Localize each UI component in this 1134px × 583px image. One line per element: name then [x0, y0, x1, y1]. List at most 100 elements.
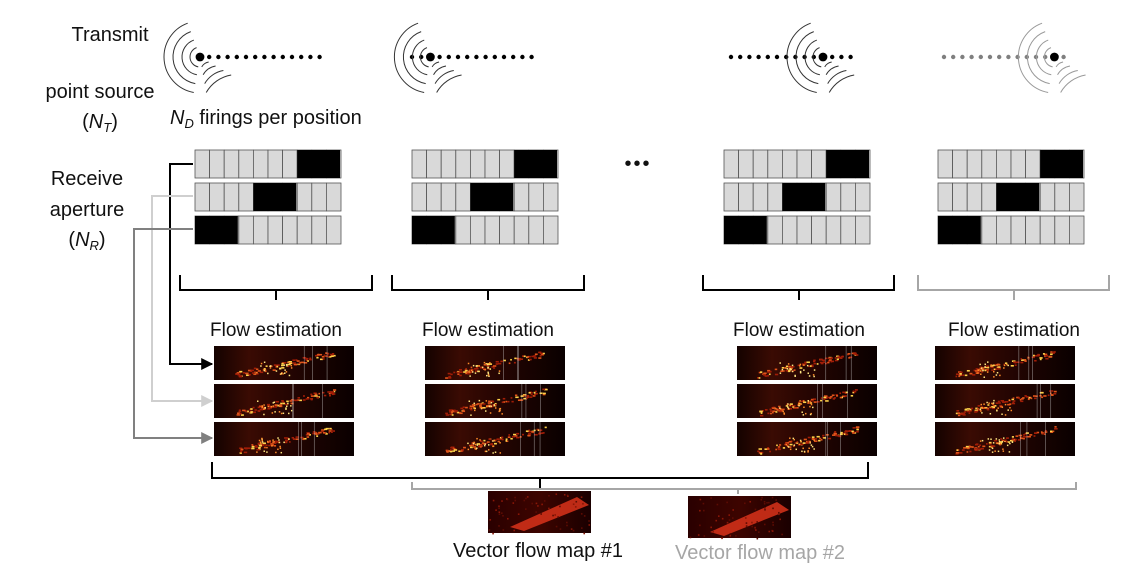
map-speckle	[775, 499, 777, 501]
flow-speckle	[979, 363, 981, 366]
flow-speckle	[470, 405, 475, 408]
flow-speckle	[1017, 439, 1021, 441]
flow-speckle	[991, 447, 994, 450]
map-speckle	[574, 506, 577, 508]
flow-speckle	[1004, 403, 1007, 406]
map-speckle	[729, 535, 732, 537]
map-speckle	[580, 496, 583, 498]
flow-speckle	[259, 371, 264, 374]
flow-speckle	[485, 450, 488, 453]
flow-speckle	[237, 371, 241, 374]
flow-speckle	[267, 407, 271, 410]
flow-speckle	[300, 436, 304, 439]
flow-speckle	[977, 372, 979, 374]
aperture-element	[455, 182, 471, 212]
flow-speckle	[258, 446, 261, 449]
map-speckle	[583, 532, 586, 535]
flow-speckle	[280, 451, 283, 454]
flow-speckle	[519, 358, 524, 360]
flow-speckle	[246, 374, 250, 377]
aperture-element	[752, 182, 769, 212]
flow-speckle	[1022, 397, 1025, 399]
flow-speckle	[996, 371, 999, 374]
flow-speckle	[982, 445, 986, 448]
flow-speckle	[473, 406, 475, 409]
flow-speckle	[797, 403, 800, 405]
flow-speckle	[956, 410, 960, 412]
flow-speckle	[818, 439, 821, 442]
flow-speckle	[836, 355, 839, 358]
flow-speckle	[799, 365, 801, 367]
flow-speckle	[1017, 397, 1021, 399]
flow-speckle	[777, 447, 780, 450]
flow-speckle	[955, 373, 960, 376]
flow-speckle	[537, 429, 541, 432]
flow-speckle	[287, 402, 289, 405]
flow-speckle	[791, 364, 794, 367]
transducer-dot	[280, 54, 285, 60]
flow-speckle	[321, 355, 325, 358]
flow-speckle	[236, 372, 239, 374]
active-source-dot	[195, 52, 205, 62]
flow-speckle	[995, 402, 999, 404]
flow-speckle	[285, 405, 288, 408]
flow-speckle	[309, 358, 312, 361]
flow-speckle	[809, 442, 811, 444]
flow-speckle	[302, 438, 305, 441]
flow-speckle	[808, 375, 811, 377]
flow-speckle	[767, 374, 770, 377]
flow-speckle	[987, 438, 990, 440]
flow-speckle	[322, 391, 325, 394]
flow-speckle	[478, 365, 480, 367]
flow-speckle	[766, 448, 770, 450]
flow-speckle	[1032, 395, 1036, 397]
aperture-element	[840, 215, 856, 245]
map-speckle	[721, 517, 724, 520]
flow-speckle	[852, 432, 855, 434]
flow-speckle	[986, 371, 989, 373]
flow-speckle	[799, 363, 802, 366]
flow-speckle	[445, 414, 450, 416]
flow-speckle	[281, 400, 284, 402]
vector-map-brace-2	[411, 482, 1077, 494]
flow-speckle	[475, 367, 479, 369]
flow-speckle	[489, 368, 492, 370]
flow-speckle	[267, 441, 270, 444]
flow-speckle	[1033, 435, 1036, 437]
flow-speckle	[285, 440, 288, 442]
flow-speckle	[835, 394, 838, 396]
wave-arc	[1055, 61, 1064, 68]
flow-speckle	[514, 357, 517, 360]
flow-speckle	[531, 355, 535, 358]
flow-speckle	[1024, 360, 1027, 362]
map-speckle	[726, 521, 729, 524]
flow-speckle	[988, 441, 992, 444]
flow-speckle	[999, 374, 1001, 377]
flow-speckle	[261, 441, 264, 443]
map-speckle	[495, 509, 497, 511]
flow-speckle	[767, 412, 770, 415]
map-speckle	[779, 518, 781, 521]
flow-speckle	[769, 370, 772, 373]
flow-speckle	[314, 393, 318, 396]
flow-speckle	[481, 367, 485, 370]
map-speckle	[702, 502, 705, 505]
map-speckle	[766, 501, 768, 504]
flow-speckle	[263, 450, 265, 452]
flow-speckle	[284, 361, 287, 364]
flow-speckle	[808, 447, 810, 450]
flow-speckle	[1021, 359, 1025, 361]
flow-speckle	[484, 443, 486, 445]
flow-speckle	[290, 367, 293, 369]
flow-speckle	[813, 439, 815, 441]
flow-speckle	[776, 408, 779, 411]
aperture-element	[811, 215, 827, 245]
flow-speckle	[497, 398, 501, 401]
flow-speckle	[328, 430, 332, 432]
transducer-dot	[511, 54, 516, 60]
aperture-element	[528, 182, 544, 212]
flow-speckle	[775, 411, 778, 413]
flow-speckle	[847, 353, 851, 355]
aperture-element	[840, 182, 856, 212]
flow-speckle	[796, 441, 799, 443]
